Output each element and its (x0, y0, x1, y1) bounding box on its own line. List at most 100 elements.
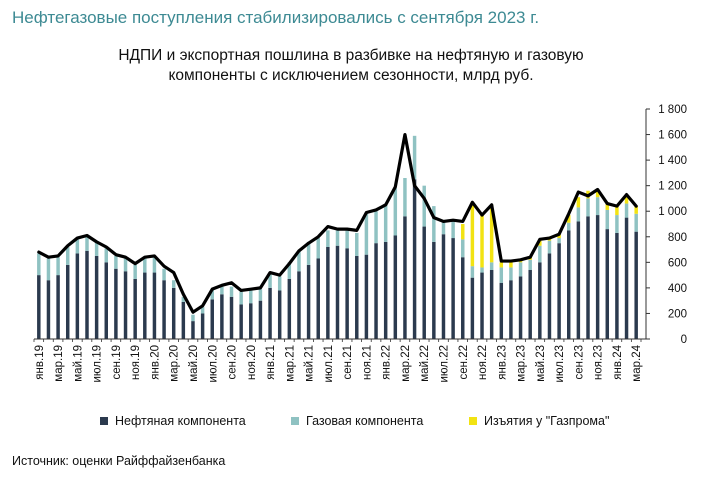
oil-bar (634, 231, 638, 339)
gas-bar (326, 230, 330, 247)
source-note: Источник: оценки Райффайзенбанка (12, 454, 226, 468)
gas-bar (200, 307, 205, 314)
legend-swatch-oil (100, 417, 108, 425)
gas-bar (345, 230, 349, 249)
oil-bar (383, 241, 388, 339)
chart-title-line-2: компоненты с исключением сезонности, млр… (168, 67, 534, 84)
oil-bar (268, 287, 272, 339)
oil-bar (605, 229, 610, 339)
gas-bar (277, 276, 282, 291)
gas-bar (75, 238, 80, 254)
gazprom-bar (576, 197, 581, 208)
gas-bar (210, 289, 214, 300)
oil-bar (470, 277, 475, 339)
oil-bar (249, 303, 253, 339)
x-tick-label: мар.19 (53, 345, 65, 382)
oil-bar (374, 243, 378, 339)
gas-bar (335, 230, 340, 246)
x-tick-label: янв.21 (265, 345, 277, 380)
gas-bar (624, 203, 629, 218)
gas-bar (114, 255, 118, 269)
oil-bar (65, 264, 70, 339)
gas-bar (229, 286, 234, 297)
legend-label-gazprom: Изъятия у "Газпрома" (484, 414, 610, 428)
y-tick-label: 1 200 (658, 181, 687, 193)
gas-bar (258, 289, 263, 301)
chart-title-line-1: НДПИ и экспортная пошлина в разбивке на … (118, 47, 584, 64)
chart-legend: Нефтяная компонента Газовая компонента И… (0, 414, 702, 434)
oil-bar (316, 258, 320, 339)
oil-bar (403, 216, 407, 339)
legend-label-gas: Газовая компонента (306, 414, 424, 428)
oil-bar (547, 253, 552, 339)
y-tick-label: 1 400 (658, 155, 687, 167)
gas-bar (85, 236, 89, 251)
x-tick-label: янв.20 (149, 345, 161, 380)
oil-bar (277, 290, 282, 339)
x-tick-label: сен.19 (111, 345, 123, 379)
oil-bar (210, 299, 214, 339)
gas-bar (557, 238, 561, 244)
gas-bar (518, 262, 523, 277)
x-tick-label: июл.22 (438, 345, 450, 383)
x-tick-label: сен.20 (227, 345, 239, 379)
gas-bar (37, 253, 41, 276)
oil-bar (461, 257, 465, 339)
gas-bar (451, 220, 455, 239)
gas-bar (586, 198, 590, 217)
oil-bar (586, 216, 590, 339)
y-tick-label: 1 000 (658, 206, 687, 218)
x-tick-label: мар.22 (400, 345, 412, 382)
gas-bar (441, 221, 446, 235)
oil-bar (595, 215, 600, 339)
page-headline: Нефтегазовые поступления стабилизировали… (12, 8, 540, 27)
gas-bar (152, 257, 157, 273)
oil-bar (200, 313, 205, 339)
oil-bar (287, 278, 292, 339)
y-tick-label: 200 (668, 308, 687, 320)
gas-bar (162, 268, 166, 281)
oil-bar (104, 262, 108, 339)
oil-bar (181, 301, 186, 339)
gas-bar (220, 286, 224, 295)
oil-bar (345, 248, 349, 339)
gas-bar (538, 245, 542, 263)
y-tick-label: 800 (668, 232, 687, 244)
oil-bar (306, 264, 311, 339)
gazprom-bar (509, 261, 513, 268)
oil-bar (229, 296, 234, 339)
gas-bar (403, 178, 407, 217)
gazprom-bar (605, 202, 610, 210)
x-tick-label: янв.23 (496, 345, 508, 380)
gas-bar (470, 266, 475, 278)
x-tick-label: июл.21 (323, 345, 335, 383)
oil-bar (220, 294, 224, 339)
oil-bar (528, 270, 532, 339)
legend-swatch-gazprom (469, 417, 477, 425)
gazprom-bar (615, 206, 619, 216)
oil-bar (615, 232, 619, 339)
oil-bar (239, 304, 243, 339)
oil-bar (499, 282, 504, 339)
gas-bar (239, 291, 243, 305)
gas-bar (605, 209, 610, 230)
gas-bar (499, 267, 504, 283)
gazprom-bar (538, 240, 542, 246)
x-tick-label: ноя.23 (593, 345, 605, 380)
gas-bar (56, 257, 60, 276)
oil-bar (576, 221, 581, 339)
x-tick-label: янв.22 (381, 345, 393, 380)
gas-bar (191, 314, 195, 322)
x-tick-label: июл.20 (207, 345, 219, 383)
gazprom-bar (634, 206, 638, 214)
oil-bar (56, 275, 60, 339)
oil-bar (191, 321, 195, 339)
gas-bar (133, 264, 137, 279)
x-tick-label: ноя.22 (477, 345, 489, 380)
gas-bar (615, 215, 619, 233)
x-tick-label: май.21 (304, 345, 316, 382)
oil-bar (441, 234, 446, 339)
legend-swatch-gas (291, 417, 299, 425)
gazprom-bar (567, 215, 571, 223)
x-tick-label: май.20 (188, 345, 200, 382)
